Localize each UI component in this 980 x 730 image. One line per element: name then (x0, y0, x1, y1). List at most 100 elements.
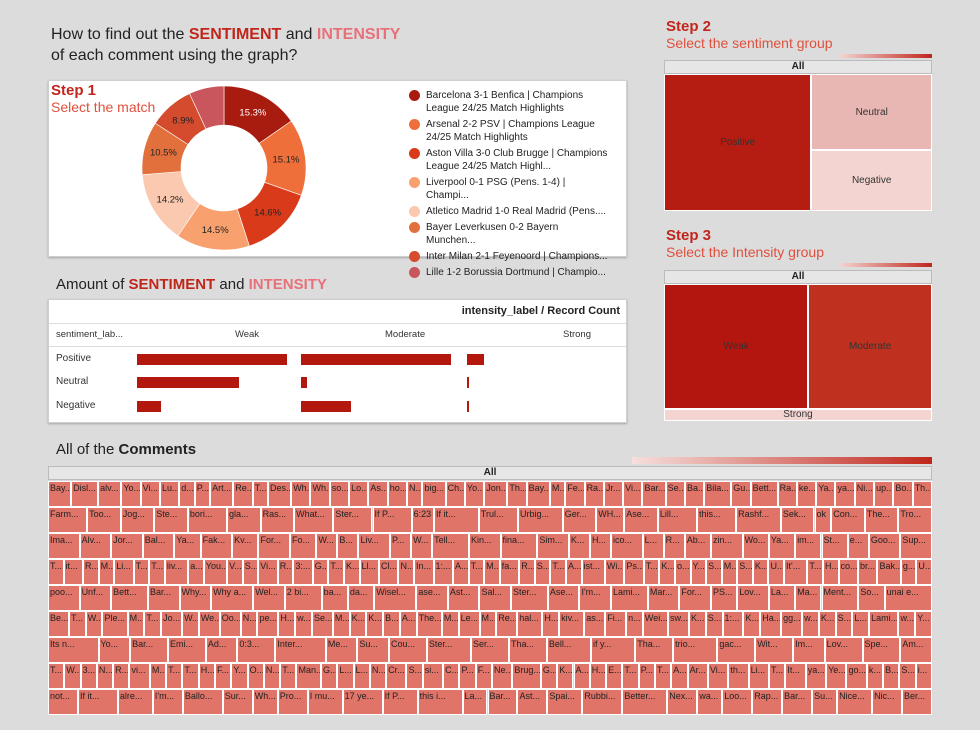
treemap-cell-neutral[interactable]: Neutral (811, 74, 932, 151)
comment-tile[interactable]: sw... (668, 611, 689, 637)
comment-tile[interactable]: so... (329, 481, 350, 507)
comment-tile[interactable]: F... (475, 663, 493, 689)
comment-tile[interactable]: T... (328, 559, 344, 585)
comment-tile[interactable]: Bay... (526, 481, 550, 507)
comment-tile[interactable]: T... (182, 663, 199, 689)
comment-tile[interactable]: e... (847, 533, 869, 559)
comment-tile[interactable]: Ger... (562, 507, 597, 533)
comment-tile[interactable]: Bar... (782, 689, 813, 715)
comment-tile[interactable]: Vi... (140, 481, 160, 507)
comment-tile[interactable]: St... (821, 533, 848, 559)
comment-tile[interactable]: Su... (357, 637, 389, 663)
comment-tile[interactable]: Lill... (657, 507, 697, 533)
comment-tile[interactable]: pe... (257, 611, 279, 637)
comment-tile[interactable]: Ra... (584, 481, 604, 507)
comment-tile[interactable]: N... (369, 663, 387, 689)
comment-tile[interactable]: ya... (805, 663, 827, 689)
comment-tile[interactable]: L... (353, 663, 370, 689)
comment-tile[interactable]: Brug... (512, 663, 541, 689)
bar-value[interactable] (301, 401, 351, 412)
comment-tile[interactable]: K... (557, 663, 574, 689)
comment-tile[interactable]: B... (337, 533, 359, 559)
comment-tile[interactable]: H... (589, 533, 612, 559)
comment-tile[interactable]: T... (48, 559, 64, 585)
comment-tile[interactable]: Wel... (253, 585, 285, 611)
comment-tile[interactable]: Ps... (624, 559, 644, 585)
comment-tile[interactable]: H... (542, 611, 560, 637)
comment-tile[interactable]: trio... (673, 637, 718, 663)
comment-tile[interactable]: A... (573, 663, 590, 689)
comment-tile[interactable]: Ast... (517, 689, 548, 715)
comment-tile[interactable]: Fe... (565, 481, 585, 507)
comment-tile[interactable]: alv... (98, 481, 122, 507)
comment-tile[interactable]: Vi... (707, 663, 729, 689)
comment-tile[interactable]: P... (390, 533, 412, 559)
comment-tile[interactable]: Des... (268, 481, 292, 507)
comment-tile[interactable]: WH... (596, 507, 625, 533)
comment-tile[interactable]: th... (728, 663, 749, 689)
comment-tile[interactable]: Wh... (291, 481, 311, 507)
comment-tile[interactable]: ya... (835, 481, 855, 507)
comment-tile[interactable]: liv... (164, 559, 189, 585)
legend-item[interactable]: Arsenal 2-2 PSV | Champions League 24/25… (409, 118, 608, 144)
comment-tile[interactable]: W... (411, 533, 433, 559)
comment-tile[interactable]: Wit... (755, 637, 794, 663)
comment-tile[interactable]: Le... (458, 611, 480, 637)
comment-tile[interactable]: U... (916, 559, 932, 585)
comment-tile[interactable]: 6:23 (411, 507, 435, 533)
comment-tile[interactable]: Trul... (478, 507, 518, 533)
comment-tile[interactable]: So... (858, 585, 885, 611)
comment-tile[interactable]: I'm... (152, 689, 183, 715)
comment-tile[interactable]: ok (814, 507, 832, 533)
comment-tile[interactable]: M... (721, 559, 738, 585)
comment-tile[interactable]: R... (519, 559, 535, 585)
comment-tile[interactable]: big... (422, 481, 446, 507)
comment-tile[interactable]: Ye... (826, 663, 847, 689)
comment-tile[interactable]: Fo... (290, 533, 317, 559)
legend-item[interactable]: Bayer Leverkusen 0-2 Bayern Munchen... (409, 221, 608, 247)
comment-tile[interactable]: Wh... (252, 689, 278, 715)
comment-tile[interactable]: gg... (781, 611, 803, 637)
comment-tile[interactable]: M... (549, 481, 566, 507)
comment-tile[interactable]: Too... (87, 507, 121, 533)
comment-tile[interactable]: Lov... (824, 637, 863, 663)
comment-tile[interactable]: ist... (581, 559, 605, 585)
comment-tile[interactable]: Kv... (232, 533, 259, 559)
comment-tile[interactable]: W... (64, 663, 81, 689)
comment-tile[interactable]: W... (182, 611, 199, 637)
comment-tile[interactable]: Ster... (333, 507, 373, 533)
comment-tile[interactable]: br... (858, 559, 878, 585)
comment-tile[interactable]: Wo... (742, 533, 769, 559)
bar-value[interactable] (467, 354, 484, 365)
comment-tile[interactable]: Vi... (258, 559, 278, 585)
comment-tile[interactable]: Mar... (647, 585, 680, 611)
comment-tile[interactable]: I'm... (579, 585, 611, 611)
comment-tile[interactable]: Se... (665, 481, 685, 507)
comment-tile[interactable]: this... (697, 507, 737, 533)
comment-tile[interactable]: Better... (622, 689, 668, 715)
comment-tile[interactable]: T... (622, 663, 639, 689)
comment-tile[interactable]: Ser... (471, 637, 509, 663)
comment-tile[interactable]: Li... (114, 559, 134, 585)
treemap-cell-moderate[interactable]: Moderate (808, 284, 932, 409)
comment-tile[interactable]: Ba... (684, 481, 705, 507)
comment-tile[interactable]: You... (203, 559, 228, 585)
comment-tile[interactable]: C... (443, 663, 460, 689)
comment-tile[interactable]: Wisel... (374, 585, 417, 611)
comment-tile[interactable]: Bar... (147, 585, 180, 611)
comment-tile[interactable]: T... (280, 663, 297, 689)
comment-tile[interactable]: Disl... (71, 481, 99, 507)
comment-tile[interactable]: N... (263, 663, 281, 689)
comment-tile[interactable]: gla... (227, 507, 261, 533)
comment-tile[interactable]: T... (654, 663, 672, 689)
bar-value[interactable] (137, 401, 161, 412)
comment-tile[interactable]: T... (48, 663, 65, 689)
comment-tile[interactable]: Bar... (130, 637, 168, 663)
comment-tile[interactable]: H... (589, 663, 607, 689)
comment-tile[interactable]: M... (149, 663, 167, 689)
comment-tile[interactable]: Sim... (537, 533, 569, 559)
comment-tile[interactable]: 3:... (293, 559, 313, 585)
comment-tile[interactable]: Sur... (222, 689, 253, 715)
comment-tile[interactable]: T... (252, 481, 269, 507)
bar-value[interactable] (301, 354, 451, 365)
